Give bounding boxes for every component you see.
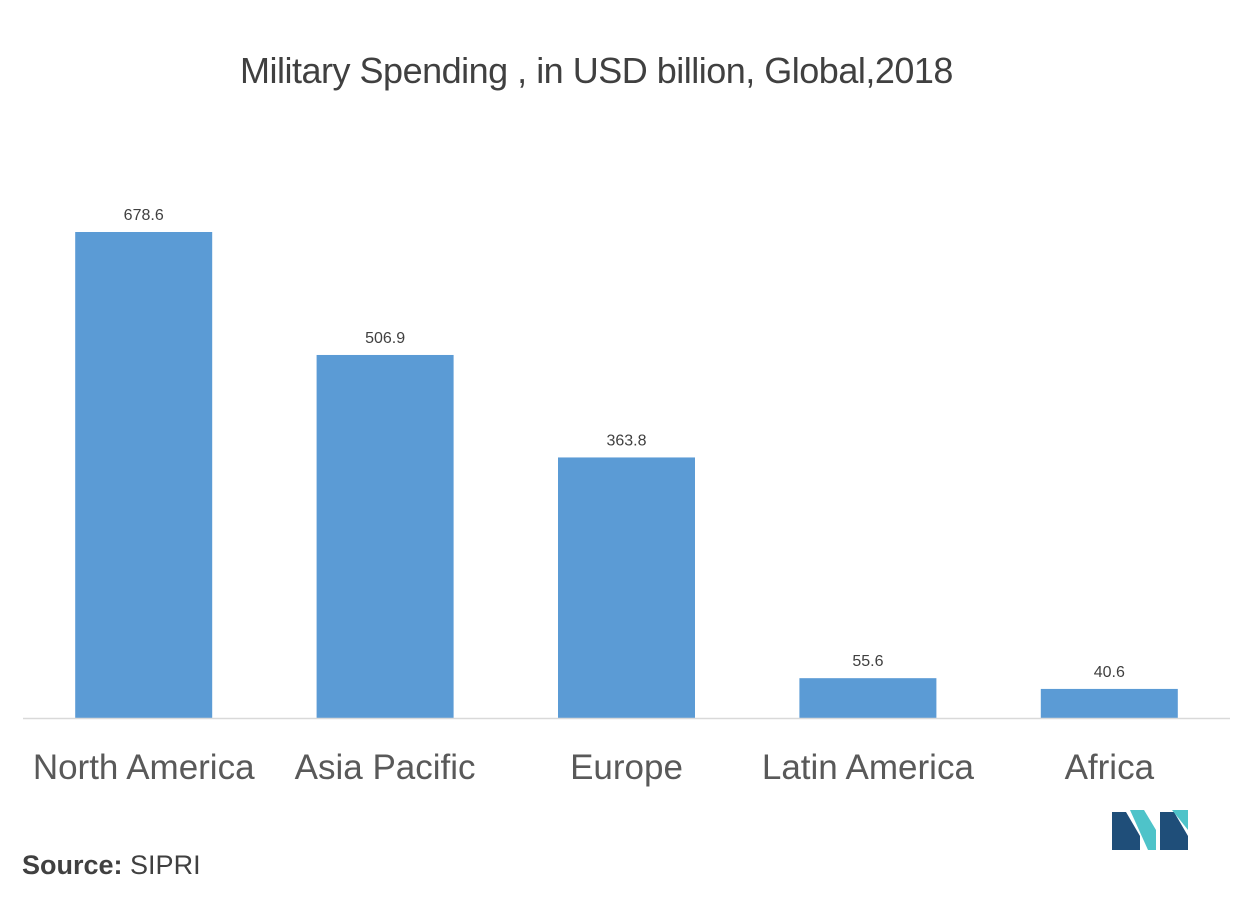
- category-label: Asia Pacific: [295, 748, 476, 787]
- category-label: Africa: [1065, 748, 1155, 787]
- bar-europe: [558, 457, 695, 718]
- source-note: Source: SIPRI: [22, 850, 201, 881]
- category-label: Europe: [570, 748, 683, 787]
- category-label: Latin America: [762, 748, 975, 787]
- source-value: SIPRI: [130, 850, 201, 880]
- source-label: Source:: [22, 850, 123, 880]
- chart-title: Military Spending , in USD billion, Glob…: [240, 50, 953, 91]
- value-label: 363.8: [606, 432, 646, 449]
- category-labels-layer: North America Asia Pacific Europe Latin Ame…: [33, 748, 1155, 787]
- value-label: 506.9: [365, 330, 405, 347]
- category-label: North America: [33, 748, 255, 787]
- value-label: 678.6: [124, 207, 164, 224]
- value-labels-layer: 678.6 506.9 363.8 55.6 40.6: [124, 207, 1125, 681]
- mordor-intelligence-logo-icon: [1112, 810, 1188, 850]
- value-label: 55.6: [852, 653, 883, 670]
- bar-asia-pacific: [316, 354, 454, 718]
- bars-layer: [75, 232, 1178, 718]
- bar-latin-america: [799, 678, 937, 718]
- bar-north-america: [75, 232, 213, 718]
- value-label: 40.6: [1094, 664, 1125, 681]
- bar-africa: [1040, 688, 1178, 718]
